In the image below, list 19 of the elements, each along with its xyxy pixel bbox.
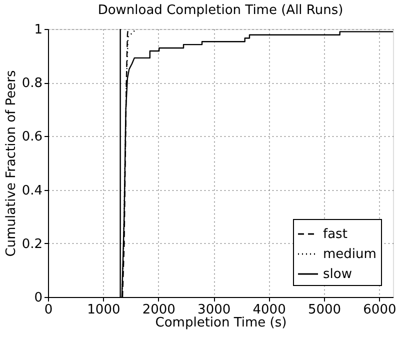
x-tick-label: 0 xyxy=(44,302,53,318)
x-tick-label: 5000 xyxy=(308,302,342,318)
x-tick-label: 4000 xyxy=(252,302,286,318)
y-tick-label: 0.2 xyxy=(22,236,42,252)
y-tick-label: 1 xyxy=(34,22,42,38)
y-axis-title: Cumulative Fraction of Peers xyxy=(4,70,19,257)
legend-label: slow xyxy=(323,267,352,282)
x-tick-label: 1000 xyxy=(87,302,120,318)
chart-title: Download Completion Time (All Runs) xyxy=(98,3,344,18)
x-tick-label: 2000 xyxy=(142,302,176,318)
y-tick-label: 0.4 xyxy=(22,183,42,198)
legend-label: fast xyxy=(323,227,348,242)
x-tick-label: 3000 xyxy=(198,302,231,318)
y-tick-label: 0 xyxy=(34,290,42,306)
y-tick-label: 0.6 xyxy=(22,130,42,145)
y-tick-label: 0.8 xyxy=(22,76,42,92)
legend-label: medium xyxy=(323,247,376,262)
x-tick-label: 6000 xyxy=(363,302,396,318)
x-axis-title: Completion Time (s) xyxy=(155,316,287,330)
